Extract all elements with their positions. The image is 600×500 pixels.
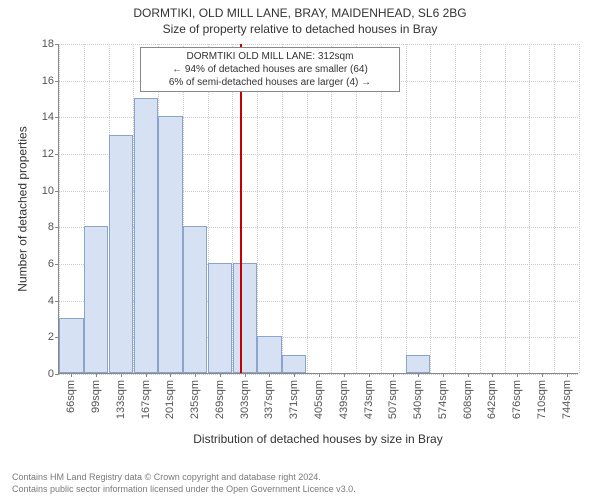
gridline-v: [505, 44, 506, 373]
gridline-v: [455, 44, 456, 373]
y-tick-label: 8: [48, 221, 59, 233]
footnote-line-1: Contains HM Land Registry data © Crown c…: [12, 472, 321, 482]
x-tick: [393, 373, 394, 377]
histogram-bar: [59, 318, 83, 373]
x-axis-label: Distribution of detached houses by size …: [58, 432, 578, 446]
x-tick: [492, 373, 493, 377]
x-tick: [71, 373, 72, 377]
gridline-v: [356, 44, 357, 373]
x-tick: [269, 373, 270, 377]
x-tick: [542, 373, 543, 377]
histogram-bar: [257, 336, 281, 373]
x-tick-label: 66sqm: [65, 380, 77, 413]
x-tick-label: 608sqm: [462, 380, 474, 419]
x-tick-label: 439sqm: [338, 380, 350, 419]
x-tick-label: 676sqm: [511, 380, 523, 419]
histogram-bar: [208, 263, 232, 373]
x-tick-label: 235sqm: [189, 380, 201, 419]
y-tick-label: 10: [42, 185, 59, 197]
x-tick-label: 99sqm: [90, 380, 102, 413]
x-tick: [195, 373, 196, 377]
y-tick-label: 18: [42, 38, 59, 50]
x-tick-label: 337sqm: [263, 380, 275, 419]
x-tick-label: 269sqm: [214, 380, 226, 419]
x-tick-label: 473sqm: [363, 380, 375, 419]
gridline-v: [331, 44, 332, 373]
property-size-histogram: DORMTIKI, OLD MILL LANE, BRAY, MAIDENHEA…: [0, 0, 600, 500]
gridline-v: [480, 44, 481, 373]
footnote-line-2: Contains public sector information licen…: [12, 484, 356, 494]
x-tick: [96, 373, 97, 377]
chart-title-line-1: DORMTIKI, OLD MILL LANE, BRAY, MAIDENHEA…: [0, 6, 600, 20]
callout-line-3: 6% of semi-detached houses are larger (4…: [147, 76, 393, 89]
histogram-bar: [406, 355, 430, 373]
x-tick: [443, 373, 444, 377]
x-tick-label: 642sqm: [486, 380, 498, 419]
callout-line-2: ← 94% of detached houses are smaller (64…: [147, 63, 393, 76]
histogram-bar: [158, 116, 182, 373]
y-tick-label: 4: [48, 295, 59, 307]
gridline-v: [529, 44, 530, 373]
histogram-bar: [183, 226, 207, 373]
x-tick: [294, 373, 295, 377]
x-tick-label: 540sqm: [412, 380, 424, 419]
x-tick: [468, 373, 469, 377]
plot-area: 02468101214161866sqm99sqm133sqm167sqm201…: [58, 44, 578, 374]
y-axis-label: Number of detached properties: [16, 126, 30, 291]
histogram-bar: [84, 226, 108, 373]
x-tick-label: 167sqm: [140, 380, 152, 419]
x-tick-label: 303sqm: [239, 380, 251, 419]
y-tick-label: 14: [42, 111, 59, 123]
gridline-v: [579, 44, 580, 373]
y-tick-label: 6: [48, 258, 59, 270]
x-tick-label: 405sqm: [313, 380, 325, 419]
gridline-v: [257, 44, 258, 373]
x-tick: [146, 373, 147, 377]
gridline-v: [307, 44, 308, 373]
chart-title-line-2: Size of property relative to detached ho…: [0, 22, 600, 36]
x-tick-label: 744sqm: [561, 380, 573, 419]
x-tick: [567, 373, 568, 377]
gridline-v: [406, 44, 407, 373]
y-tick-label: 0: [48, 368, 59, 380]
x-tick: [418, 373, 419, 377]
gridline-v: [554, 44, 555, 373]
gridline-v: [381, 44, 382, 373]
x-tick-label: 507sqm: [387, 380, 399, 419]
x-tick-label: 371sqm: [288, 380, 300, 419]
x-tick: [245, 373, 246, 377]
x-tick: [220, 373, 221, 377]
histogram-bar: [134, 98, 158, 373]
y-tick-label: 16: [42, 75, 59, 87]
x-tick: [369, 373, 370, 377]
x-tick: [121, 373, 122, 377]
gridline-h: [59, 44, 578, 45]
x-tick: [319, 373, 320, 377]
x-tick-label: 710sqm: [536, 380, 548, 419]
histogram-bar: [109, 135, 133, 373]
x-tick-label: 201sqm: [164, 380, 176, 419]
x-tick-label: 133sqm: [115, 380, 127, 419]
callout-box: DORMTIKI OLD MILL LANE: 312sqm← 94% of d…: [140, 47, 400, 92]
subject-property-marker: [240, 44, 242, 373]
x-tick: [344, 373, 345, 377]
callout-line-1: DORMTIKI OLD MILL LANE: 312sqm: [147, 50, 393, 63]
x-tick: [170, 373, 171, 377]
x-tick-label: 574sqm: [437, 380, 449, 419]
y-tick-label: 2: [48, 331, 59, 343]
y-tick-label: 12: [42, 148, 59, 160]
histogram-bar: [282, 355, 306, 373]
x-tick: [517, 373, 518, 377]
gridline-v: [282, 44, 283, 373]
gridline-v: [430, 44, 431, 373]
histogram-bar: [233, 263, 257, 373]
